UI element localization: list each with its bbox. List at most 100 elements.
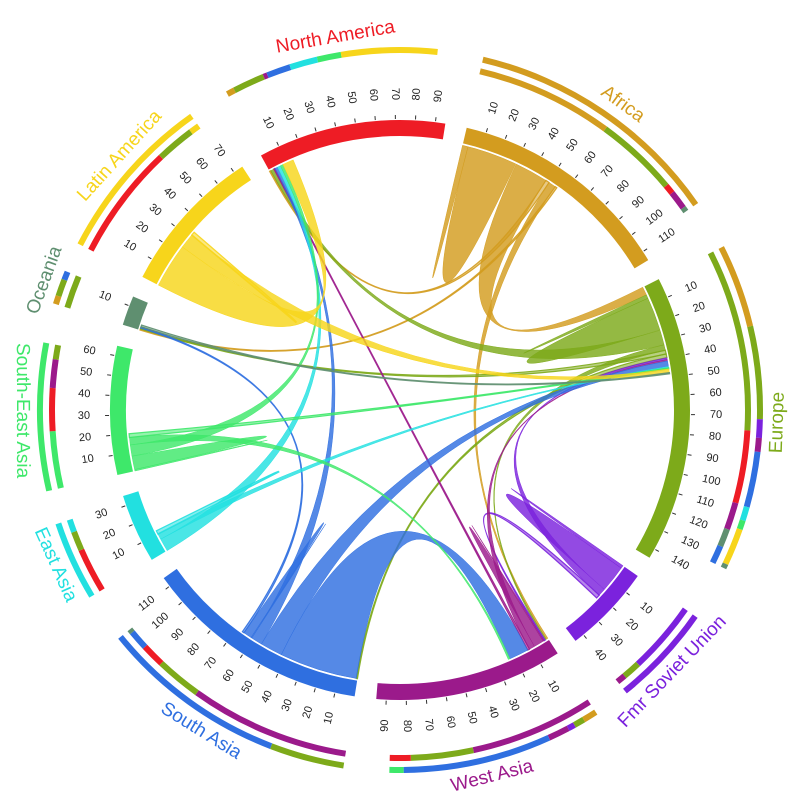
composition-in-europe-2 [755,419,763,439]
composition-in-europe-5 [739,506,750,522]
tick-africa-80 [605,201,609,205]
tick-label-africa-90: 90 [630,194,647,211]
composition-out-latin-america-1 [158,129,193,160]
tick-label-west-asia-70: 70 [422,718,435,731]
arc-africa [463,127,649,269]
flow-europe-to-north-america [270,168,665,359]
arc-west-asia [376,639,558,700]
tick-label-south-asia-110: 110 [136,593,157,613]
flow-fmr-soviet-union-to-europe [513,357,668,596]
tick-south-asia-40 [275,673,279,678]
flow-south-east-asia-to-north-america [129,164,319,457]
flow-africa-to-africa [432,144,517,283]
tick-label-east-asia-10: 10 [111,546,127,562]
tick-west-asia-60 [445,697,448,702]
composition-in-oceania-0 [53,295,62,306]
flow-latin-america-to-north-america [158,159,327,327]
composition-in-europe-6 [736,519,746,531]
tick-label-latin-america-70: 70 [211,142,228,159]
composition-in-europe-7 [722,528,743,566]
tick-label-fmr-soviet-union-30: 30 [608,632,625,649]
composition-out-south-east-asia-3 [52,344,62,360]
flow-oceania-to-europe [140,324,671,386]
tick-label-fmr-soviet-union-20: 20 [623,616,640,633]
flow-west-asia-to-europe [486,359,668,650]
tick-label-europe-80: 80 [708,430,721,443]
composition-in-europe-8 [720,562,729,570]
tick-label-west-asia-40: 40 [485,705,500,720]
composition-in-north-america-4 [289,56,319,70]
tick-fmr-soviet-union-30 [598,621,603,626]
tick-label-south-asia-30: 30 [279,697,295,713]
tick-label-west-asia-30: 30 [506,697,522,713]
tick-label-europe-50: 50 [707,365,721,378]
flow-south-asia-to-south-asia [243,522,326,639]
tick-label-africa-30: 30 [526,116,542,132]
tick-label-north-america-80: 80 [410,88,423,101]
tick-europe-120 [672,512,677,515]
composition-out-fmr-soviet-union-0 [635,607,688,667]
tick-north-america-30 [314,127,317,132]
tick-europe-90 [687,454,692,456]
tick-label-south-asia-60: 60 [220,667,237,684]
composition-out-south-asia-1 [159,661,199,696]
arc-fmr-soviet-union [565,566,638,641]
tick-south-east-asia-10 [108,455,113,457]
tick-south-asia-110 [165,586,170,590]
region-label-oceania: Oceania [22,243,66,317]
composition-in-fmr-soviet-union-0 [623,614,698,694]
composition-in-north-america-2 [262,72,269,80]
tick-south-asia-30 [294,681,297,686]
tick-label-europe-90: 90 [705,452,719,466]
composition-out-west-asia-0 [472,699,591,754]
tick-label-west-asia-10: 10 [545,678,561,695]
arc-east-asia [123,491,166,560]
tick-east-asia-20 [128,524,133,527]
tick-latin-america-60 [214,180,218,184]
tick-label-europe-120: 120 [688,514,709,532]
flow-africa-to-north-america [268,169,550,295]
composition-out-east-asia-0 [78,548,105,592]
arc-europe [635,279,690,558]
composition-out-west-asia-1 [410,747,474,761]
tick-label-west-asia-50: 50 [465,711,479,726]
tick-europe-100 [683,473,688,476]
tick-label-africa-20: 20 [507,107,523,123]
composition-in-south-asia-1 [118,635,273,749]
tick-label-south-east-asia-30: 30 [78,410,90,422]
tick-label-latin-america-30: 30 [147,202,164,219]
flow-latin-america-to-latin-america [190,231,298,324]
region-label-south-east-asia: South-East Asia [12,343,33,479]
tick-label-latin-america-40: 40 [161,185,178,202]
tick-north-america-20 [295,133,298,139]
composition-in-west-asia-0 [582,709,598,723]
tick-west-asia-40 [485,687,488,693]
tick-west-asia-50 [465,693,468,698]
flow-fmr-soviet-union-to-west-asia [483,512,601,642]
tick-europe-140 [655,549,660,552]
tick-africa-90 [619,215,623,220]
tick-south-asia-100 [178,601,182,606]
flow-africa-to-europe [478,163,647,332]
tick-africa-30 [523,142,526,147]
tick-label-oceania-10: 10 [97,289,113,305]
composition-in-north-america-3 [266,64,292,79]
tick-label-latin-america-10: 10 [122,237,139,254]
composition-in-west-asia-5 [389,766,404,773]
arc-latin-america [142,166,251,285]
tick-fmr-soviet-union-40 [583,635,587,639]
tick-west-asia-10 [540,664,544,669]
tick-south-east-asia-60 [110,354,115,356]
composition-out-east-asia-1 [71,530,85,552]
tick-label-fmr-soviet-union-10: 10 [638,600,655,617]
tick-west-asia-20 [522,673,526,678]
flow-europe-to-west-asia [493,344,666,641]
tick-latin-america-70 [230,167,234,172]
tick-africa-40 [541,152,545,157]
tick-east-asia-10 [137,542,142,546]
flow-europe-to-oceania [139,327,667,378]
tick-label-europe-70: 70 [710,409,722,421]
tick-label-south-asia-50: 50 [239,679,255,696]
tick-europe-40 [685,353,690,356]
composition-out-africa-2 [663,183,675,195]
